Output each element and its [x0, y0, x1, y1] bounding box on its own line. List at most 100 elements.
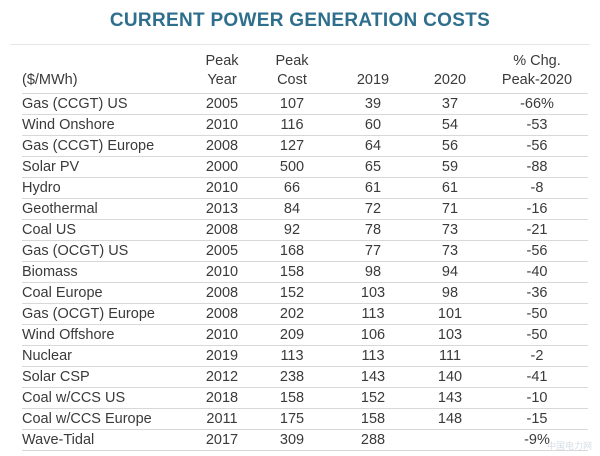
peak-year-cell: 2000	[192, 156, 252, 178]
pct-change-cell: -9%	[486, 429, 588, 451]
peak-cost-cell: 116	[252, 114, 332, 136]
cost-2020-cell	[414, 429, 486, 451]
table-row: Coal w/CCS Europe 2011 175 158 148 -15	[22, 408, 588, 430]
technology-name: Coal w/CCS Europe	[22, 408, 192, 430]
technology-name: Geothermal	[22, 198, 192, 220]
cost-2019-cell: 113	[332, 345, 414, 367]
cost-2019-cell: 113	[332, 303, 414, 325]
header-peak-year-line1: Peak	[205, 53, 239, 69]
technology-name: Solar PV	[22, 156, 192, 178]
peak-cost-cell: 107	[252, 93, 332, 115]
peak-cost-cell: 238	[252, 366, 332, 388]
header-peak-year-line2: Year	[207, 72, 237, 88]
table-row: Gas (CCGT) US 2005 107 39 37 -66%	[22, 93, 588, 115]
pct-change-cell: -21	[486, 219, 588, 241]
table-body: Gas (CCGT) US 2005 107 39 37 -66% Wind Onshore…	[22, 93, 588, 451]
peak-year-cell: 2010	[192, 177, 252, 199]
peak-year-cell: 2018	[192, 387, 252, 409]
technology-name: Gas (OCGT) US	[22, 240, 192, 262]
cost-2020-cell: 73	[414, 219, 486, 241]
technology-name: Gas (CCGT) Europe	[22, 135, 192, 157]
peak-year-cell: 2010	[192, 261, 252, 283]
cost-2019-cell: 78	[332, 219, 414, 241]
cost-2019-cell: 103	[332, 282, 414, 304]
cost-2019-cell: 77	[332, 240, 414, 262]
pct-change-cell: -8	[486, 177, 588, 199]
peak-year-cell: 2019	[192, 345, 252, 367]
cost-table: Peak Peak % Chg. ($/MWh) Year Cost 2019 …	[22, 52, 588, 451]
technology-name: Solar CSP	[22, 366, 192, 388]
peak-cost-cell: 66	[252, 177, 332, 199]
cost-2019-cell: 158	[332, 408, 414, 430]
technology-name: Hydro	[22, 177, 192, 199]
table-row: Coal Europe 2008 152 103 98 -36	[22, 282, 588, 304]
cost-2020-cell: 94	[414, 261, 486, 283]
cost-2019-cell: 60	[332, 114, 414, 136]
table-row: Solar PV 2000 500 65 59 -88	[22, 156, 588, 178]
table-row: Gas (OCGT) US 2005 168 77 73 -56	[22, 240, 588, 262]
pct-change-cell: -88	[486, 156, 588, 178]
peak-year-cell: 2012	[192, 366, 252, 388]
cost-2019-cell: 98	[332, 261, 414, 283]
peak-year-cell: 2011	[192, 408, 252, 430]
pct-change-cell: -15	[486, 408, 588, 430]
peak-cost-cell: 168	[252, 240, 332, 262]
peak-cost-cell: 202	[252, 303, 332, 325]
pct-change-cell: -36	[486, 282, 588, 304]
table-row: Solar CSP 2012 238 143 140 -41	[22, 366, 588, 388]
table-row: Geothermal 2013 84 72 71 -16	[22, 198, 588, 220]
peak-year-cell: 2008	[192, 135, 252, 157]
title-divider	[10, 44, 590, 45]
header-2020-line1	[414, 52, 486, 71]
cost-2019-cell: 106	[332, 324, 414, 346]
peak-year-cell: 2008	[192, 282, 252, 304]
peak-cost-cell: 84	[252, 198, 332, 220]
pct-change-cell: -53	[486, 114, 588, 136]
header-2019: 2019	[356, 72, 390, 88]
peak-year-cell: 2013	[192, 198, 252, 220]
pct-change-cell: -41	[486, 366, 588, 388]
table-row: Biomass 2010 158 98 94 -40	[22, 261, 588, 283]
peak-cost-cell: 158	[252, 261, 332, 283]
cost-2019-cell: 72	[332, 198, 414, 220]
peak-year-cell: 2010	[192, 114, 252, 136]
table-row: Gas (OCGT) Europe 2008 202 113 101 -50	[22, 303, 588, 325]
technology-name: Gas (OCGT) Europe	[22, 303, 192, 325]
cost-2019-cell: 64	[332, 135, 414, 157]
cost-2020-cell: 61	[414, 177, 486, 199]
table-row: Hydro 2010 66 61 61 -8	[22, 177, 588, 199]
pct-change-cell: -50	[486, 303, 588, 325]
technology-name: Wind Onshore	[22, 114, 192, 136]
table-header: Peak Peak % Chg. ($/MWh) Year Cost 2019 …	[22, 52, 588, 94]
technology-name: Nuclear	[22, 345, 192, 367]
pct-change-cell: -2	[486, 345, 588, 367]
pct-change-cell: -10	[486, 387, 588, 409]
technology-name: Coal w/CCS US	[22, 387, 192, 409]
pct-change-cell: -16	[486, 198, 588, 220]
header-peak-cost-line1: Peak	[275, 53, 309, 69]
cost-2020-cell: 143	[414, 387, 486, 409]
technology-name: Biomass	[22, 261, 192, 283]
peak-cost-cell: 152	[252, 282, 332, 304]
header-2019-line1	[332, 52, 414, 71]
cost-2019-cell: 65	[332, 156, 414, 178]
header-name-line1	[22, 52, 192, 71]
header-peak-cost-line2: Cost	[277, 72, 307, 88]
watermark: 中国电力网	[546, 441, 592, 451]
header-units: ($/MWh)	[22, 72, 78, 88]
cost-2020-cell: 101	[414, 303, 486, 325]
cost-2020-cell: 111	[414, 345, 486, 367]
technology-name: Gas (CCGT) US	[22, 93, 192, 115]
peak-year-cell: 2005	[192, 240, 252, 262]
peak-year-cell: 2008	[192, 219, 252, 241]
peak-year-cell: 2010	[192, 324, 252, 346]
technology-name: Wave-Tidal	[22, 429, 192, 451]
cost-2020-cell: 71	[414, 198, 486, 220]
cost-2019-cell: 288	[332, 429, 414, 451]
header-change-line2: Peak-2020	[501, 72, 573, 88]
header-2020: 2020	[433, 72, 467, 88]
header-change-line1: % Chg.	[513, 53, 561, 69]
technology-name: Coal US	[22, 219, 192, 241]
cost-2019-cell: 61	[332, 177, 414, 199]
technology-name: Coal Europe	[22, 282, 192, 304]
